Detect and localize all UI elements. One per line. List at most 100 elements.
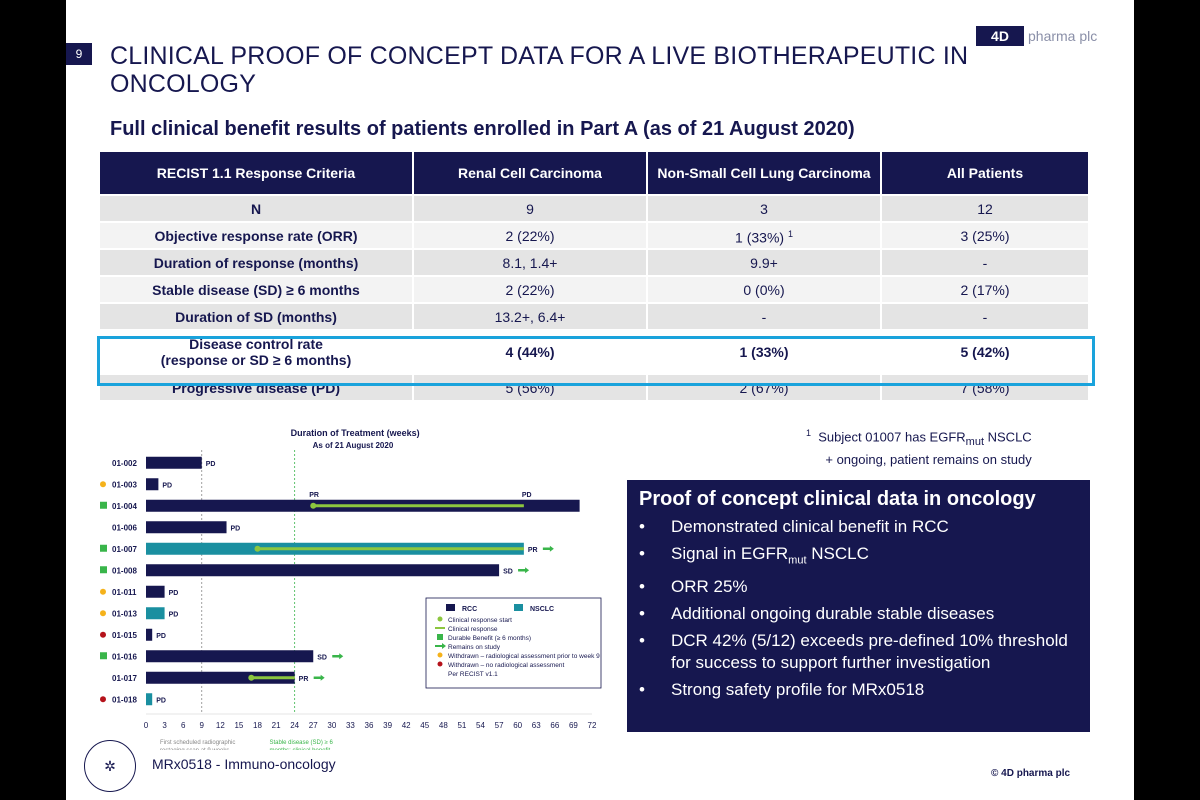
treatment-bar: [146, 650, 314, 663]
cell: 2 (22%): [414, 277, 646, 302]
x-tick-label: 9: [200, 721, 205, 730]
treatment-bar: [146, 585, 165, 598]
x-tick-label: 33: [346, 721, 355, 730]
header-nsclc: Non-Small Cell Lung Carcinoma: [648, 152, 880, 194]
cell-value: 1 (33%): [735, 229, 785, 246]
footnote-text: Subject 01007 has EGFR: [818, 429, 966, 445]
patient-id: 01-003: [112, 480, 137, 489]
legend-response-start-icon: [437, 616, 443, 622]
cell: 2 (67%): [648, 375, 880, 400]
cell: 13.2+, 6.4+: [414, 304, 646, 329]
outcome-label: PD: [206, 461, 216, 468]
x-tick-label: 72: [588, 721, 597, 730]
x-tick-label: 3: [162, 721, 167, 730]
patient-id: 01-007: [112, 545, 137, 554]
x-tick-label: 12: [216, 721, 225, 730]
x-tick-label: 36: [365, 721, 374, 730]
company-logo: 4D: [976, 26, 1024, 46]
page-number: 9: [66, 43, 92, 65]
treatment-bar: [146, 478, 159, 491]
withdrawn-week9-marker: [100, 481, 106, 488]
x-tick-label: 48: [439, 721, 448, 730]
patient-id: 01-016: [112, 652, 137, 661]
footer-product-name: MRx0518 - Immuno-oncology: [152, 756, 336, 772]
page-title: CLINICAL PROOF OF CONCEPT DATA FOR A LIV…: [110, 42, 969, 98]
patient-id: 01-004: [112, 502, 137, 511]
outcome-label: PD: [156, 633, 166, 640]
clinical-response-start: [248, 674, 255, 681]
list-item-text: Strong safety profile for MRx0518: [671, 680, 925, 700]
patient-id: 01-015: [112, 631, 137, 640]
cell: 2 (22%): [414, 223, 646, 248]
chart-title: Duration of Treatment (weeks): [291, 428, 420, 438]
swimmer-chart: Duration of Treatment (weeks) As of 21 Au…: [100, 428, 602, 750]
footnote-sub: mut: [965, 435, 985, 448]
table-header-row: RECIST 1.1 Response Criteria Renal Cell …: [100, 152, 1088, 194]
list-item: • Demonstrated clinical benefit in RCC: [627, 516, 1090, 538]
withdrawn-no-assessment-marker: [100, 696, 106, 703]
clinical-response-start: [254, 545, 261, 552]
row-label: Objective response rate (ORR): [100, 223, 412, 248]
list-item: • Signal in EGFRmut NSCLC: [627, 543, 1090, 571]
legend-nsclc-swatch: [514, 604, 523, 611]
cell: 9.9+: [648, 250, 880, 275]
x-tick-label: 69: [569, 721, 578, 730]
bullet-icon: •: [639, 680, 645, 700]
response-label: PR: [309, 492, 319, 499]
x-tick-label: 42: [402, 721, 411, 730]
withdrawn-week9-marker: [100, 610, 106, 617]
outcome-label: PR: [299, 676, 309, 683]
remains-on-study-arrowhead: [525, 567, 530, 574]
footnote-1: 1 Subject 01007 has EGFRmut NSCLC: [806, 424, 1032, 451]
page-subtitle: Full clinical benefit results of patient…: [110, 118, 855, 140]
legend-item-label: Clinical response start: [448, 617, 512, 624]
patient-id: 01-008: [112, 566, 137, 575]
bullet-icon: •: [639, 604, 645, 624]
patient-id: 01-011: [112, 588, 137, 597]
copyright: © 4D pharma plc: [991, 768, 1071, 779]
cell: 3: [648, 196, 880, 221]
x-tick-label: 24: [290, 721, 299, 730]
list-item-text: DCR 42% (5/12) exceeds pre-defined 10% t…: [671, 631, 1068, 673]
cell: 3 (25%): [882, 223, 1088, 248]
legend-item-label: Clinical response: [448, 626, 498, 633]
treatment-bar: [146, 628, 153, 641]
treatment-bar: [146, 521, 227, 534]
cell: -: [648, 304, 880, 329]
durable-benefit-marker: [100, 652, 107, 660]
list-item-text: Additional ongoing durable stable diseas…: [671, 604, 995, 624]
panel-title: Proof of concept clinical data in oncolo…: [639, 488, 1036, 510]
header-all: All Patients: [882, 152, 1088, 194]
table-row: Duration of response (months) 8.1, 1.4+ …: [100, 250, 1088, 275]
treatment-bar: [146, 671, 295, 684]
row-label: Progressive disease (PD): [100, 375, 412, 400]
chart-subtitle: As of 21 August 2020: [313, 441, 394, 450]
table-row: Objective response rate (ORR) 2 (22%) 1 …: [100, 223, 1088, 248]
withdrawn-no-assessment-marker: [100, 631, 106, 638]
legend-nsclc-label: NSCLC: [530, 606, 554, 613]
bullet-icon: •: [639, 517, 645, 536]
header-criteria: RECIST 1.1 Response Criteria: [100, 152, 412, 194]
remains-on-study-arrowhead: [549, 545, 554, 552]
table-row: Duration of SD (months) 13.2+, 6.4+ - -: [100, 304, 1088, 329]
list-item: • ORR 25%: [627, 576, 1090, 598]
bullet-icon: •: [639, 577, 645, 597]
patient-id: 01-017: [112, 674, 137, 683]
patient-id: 01-013: [112, 609, 137, 618]
table-row-dcr: Disease control rate (response or SD ≥ 6 …: [100, 331, 1088, 373]
x-tick-label: 6: [181, 721, 186, 730]
row-label: Stable disease (SD) ≥ 6 months: [100, 277, 412, 302]
patient-id: 01-002: [112, 459, 137, 468]
x-tick-label: 66: [550, 721, 559, 730]
footnote-marker: 1: [806, 428, 812, 438]
treatment-bar: [146, 456, 202, 469]
product-icon: ✲: [84, 740, 136, 792]
legend-durable-icon: [437, 634, 443, 640]
treatment-bar: [146, 564, 500, 577]
x-tick-label: 39: [383, 721, 392, 730]
legend-rcc-label: RCC: [462, 606, 477, 613]
legend-box: [425, 597, 602, 689]
outcome-label: PD: [522, 492, 532, 499]
outcome-label: PD: [156, 697, 166, 704]
